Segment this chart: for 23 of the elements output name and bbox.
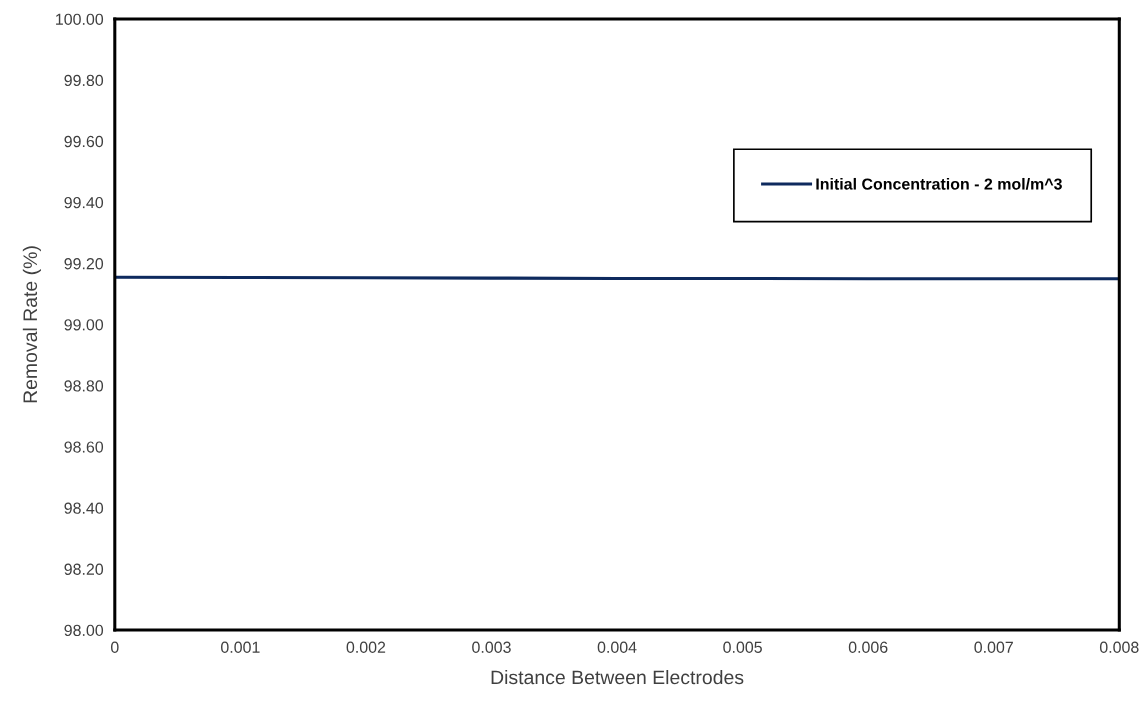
- x-tick-label: 0.006: [848, 641, 888, 653]
- legend-label: Initial Concentration - 2 mol/m^3: [816, 177, 1062, 190]
- y-tick-label: 98.40: [64, 502, 104, 514]
- y-tick-label: 99.00: [64, 319, 104, 331]
- y-tick-label: 99.20: [64, 258, 104, 270]
- x-tick-label: 0.004: [597, 641, 637, 653]
- y-tick-label: 98.00: [64, 624, 104, 637]
- x-tick-label: 0: [110, 641, 119, 653]
- x-tick-label: 0.008: [1099, 641, 1139, 653]
- x-axis-title: Distance Between Electrodes: [491, 669, 744, 685]
- x-tick-label: 0.002: [346, 641, 386, 653]
- y-tick-label: 100.00: [56, 13, 104, 25]
- y-tick-label: 98.20: [64, 563, 104, 575]
- x-tick-label: 0.005: [723, 641, 762, 653]
- x-tick-label: 0.007: [974, 641, 1013, 653]
- x-tick-label: 0.003: [472, 641, 511, 653]
- y-axis-title: Removal Rate (%): [22, 246, 41, 403]
- y-tick-label: 98.60: [64, 441, 104, 453]
- x-tick-label: 0.001: [221, 641, 260, 653]
- y-tick-label: 98.80: [64, 380, 104, 392]
- y-tick-label: 99.80: [64, 74, 104, 87]
- y-tick-label: 99.60: [64, 135, 104, 148]
- y-tick-label: 99.40: [64, 196, 104, 209]
